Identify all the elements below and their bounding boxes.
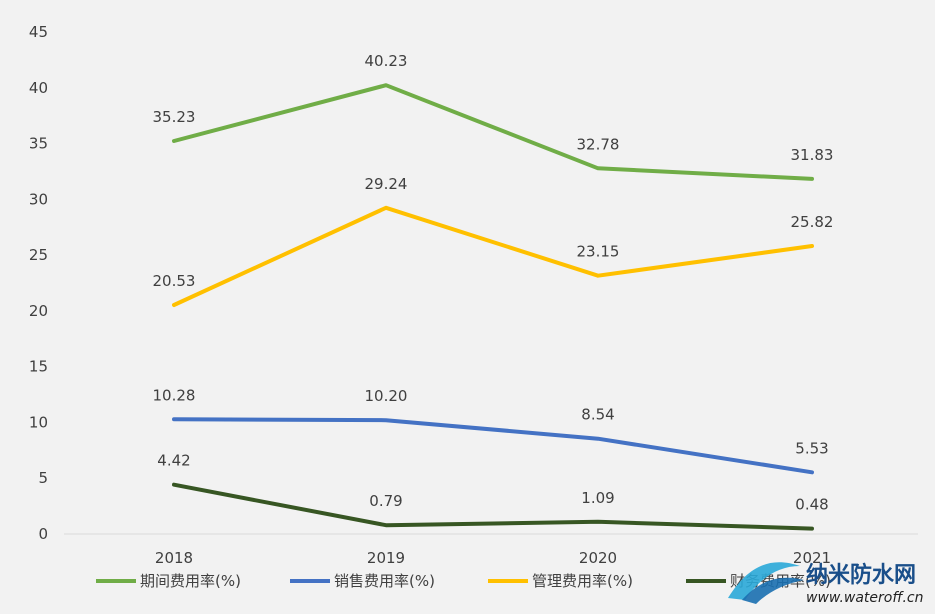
data-labels: 35.23 40.23 32.78 31.83 10.28 10.20 8.54 5.53 20… <box>153 52 834 513</box>
y-tick-label: 5 <box>38 469 48 487</box>
series-line <box>172 417 814 475</box>
y-axis: 0 5 10 15 20 25 30 35 40 45 <box>29 23 48 543</box>
data-label: 8.54 <box>581 406 614 424</box>
data-label: 32.78 <box>577 135 620 153</box>
data-label: 1.09 <box>581 489 614 507</box>
x-axis: 2018 2019 2020 2021 <box>155 549 831 567</box>
wave-logo-icon <box>728 562 804 604</box>
data-label: 0.79 <box>369 492 402 510</box>
data-label: 4.42 <box>157 452 190 470</box>
y-tick-label: 15 <box>29 358 48 376</box>
legend-label: 管理费用率(%) <box>532 572 633 590</box>
x-tick-label: 2018 <box>155 549 193 567</box>
y-tick-label: 30 <box>29 190 48 208</box>
y-tick-label: 25 <box>29 246 48 264</box>
y-tick-label: 0 <box>38 525 48 543</box>
data-label: 29.24 <box>365 175 408 193</box>
series-line <box>172 482 814 531</box>
y-tick-label: 40 <box>29 79 48 97</box>
data-label: 35.23 <box>153 108 196 126</box>
x-tick-label: 2019 <box>367 549 405 567</box>
data-label: 20.53 <box>153 272 196 290</box>
legend: 期间费用率(%)销售费用率(%)管理费用率(%)财务费用率(%) <box>96 572 831 590</box>
legend-label: 销售费用率(%) <box>334 572 435 590</box>
x-tick-label: 2021 <box>793 549 831 567</box>
legend-item: 期间费用率(%) <box>96 572 241 590</box>
watermark: 纳米防水网 www.wateroff.cn <box>728 562 923 606</box>
series-group <box>172 83 814 531</box>
data-label: 23.15 <box>577 243 620 261</box>
legend-label: 期间费用率(%) <box>140 572 241 590</box>
legend-item: 销售费用率(%) <box>290 572 435 590</box>
data-label: 10.28 <box>153 386 196 404</box>
data-label: 25.82 <box>791 213 834 231</box>
watermark-title: 纳米防水网 <box>806 562 916 588</box>
x-tick-label: 2020 <box>579 549 617 567</box>
y-tick-label: 45 <box>29 23 48 41</box>
data-label: 10.20 <box>365 387 408 405</box>
data-label: 40.23 <box>365 52 408 70</box>
y-tick-label: 10 <box>29 413 48 431</box>
data-label: 0.48 <box>795 496 828 514</box>
watermark-url: www.wateroff.cn <box>806 590 923 606</box>
data-label: 31.83 <box>791 146 834 164</box>
data-label: 5.53 <box>795 439 828 457</box>
series-line <box>172 83 814 181</box>
legend-item: 管理费用率(%) <box>488 572 633 590</box>
y-tick-label: 35 <box>29 135 48 153</box>
y-tick-label: 20 <box>29 302 48 320</box>
series-line <box>172 205 814 307</box>
